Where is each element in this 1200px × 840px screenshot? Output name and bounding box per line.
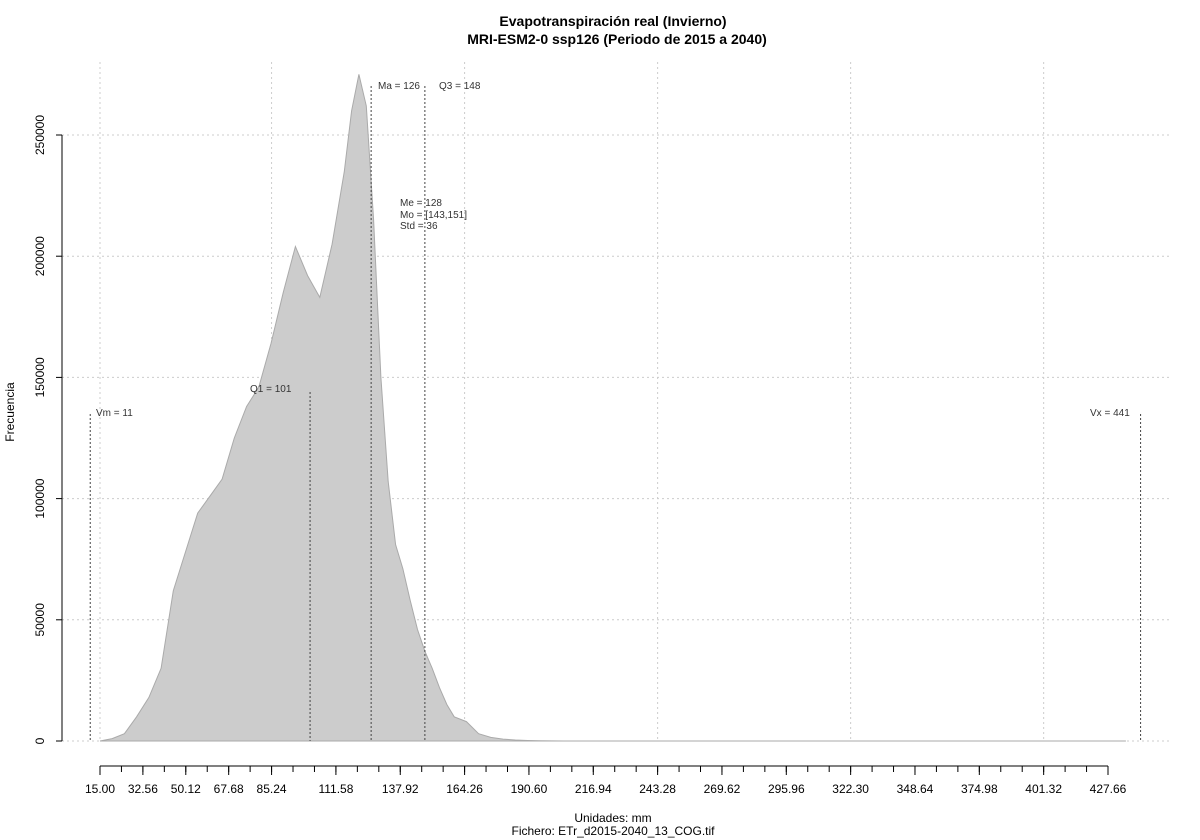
annotation-me: Me = 128 [400, 198, 442, 209]
x-tick-label: 164.26 [446, 782, 483, 796]
y-tick-label: 150000 [33, 357, 47, 397]
x-tick-label: 401.32 [1025, 782, 1062, 796]
x-axis-label: Unidades: mm [574, 811, 651, 825]
x-axis: 15.00 32.56 50.12 67.68 85.24 111.58 137.92 164… [85, 765, 1127, 796]
y-axis: 0 50000 100000 150000 200000 250000 [33, 115, 63, 744]
annotation-q3: Q3 = 148 [439, 81, 481, 92]
annotation-ma: Ma = 126 [378, 81, 420, 92]
y-axis-label: Frecuencia [3, 382, 17, 442]
density-area [99, 74, 1126, 742]
x-tick-label: 190.60 [511, 782, 548, 796]
chart-title: Evapotranspiración real (Invierno) [499, 13, 726, 29]
marker-lines [89, 86, 1142, 741]
y-tick-label: 200000 [33, 236, 47, 276]
annotation-vm: Vm = 11 [96, 408, 133, 419]
x-tick-label: 427.66 [1090, 782, 1127, 796]
x-tick-label: 269.62 [704, 782, 741, 796]
x-tick-label: 243.28 [639, 782, 676, 796]
y-tick-label: 50000 [33, 603, 47, 637]
x-tick-label: 15.00 [85, 782, 115, 796]
y-tick-label: 0 [33, 737, 47, 744]
chart-subtitle: MRI-ESM2-0 ssp126 (Periodo de 2015 a 204… [467, 31, 767, 47]
y-tick-label: 250000 [33, 115, 47, 155]
x-tick-label: 50.12 [171, 782, 201, 796]
x-tick-label: 137.92 [382, 782, 419, 796]
x-tick-label: 348.64 [897, 782, 934, 796]
annotation-std: Std = 36 [400, 221, 438, 232]
x-tick-label: 322.30 [832, 782, 869, 796]
x-tick-label: 111.58 [318, 782, 353, 796]
y-tick-label: 100000 [33, 478, 47, 518]
annotation-mo: Mo = [143,151] [400, 210, 467, 221]
x-tick-label: 374.98 [961, 782, 998, 796]
x-tick-label: 85.24 [257, 782, 287, 796]
x-tick-label: 216.94 [575, 782, 612, 796]
x-tick-label: 295.96 [768, 782, 805, 796]
file-caption: Fichero: ETr_d2015-2040_13_COG.tif [512, 824, 716, 838]
annotation-vx: Vx = 441 [1090, 408, 1130, 419]
x-tick-label: 32.56 [128, 782, 158, 796]
x-tick-label: 67.68 [214, 782, 244, 796]
annotation-q1: Q1 = 101 [250, 384, 292, 395]
